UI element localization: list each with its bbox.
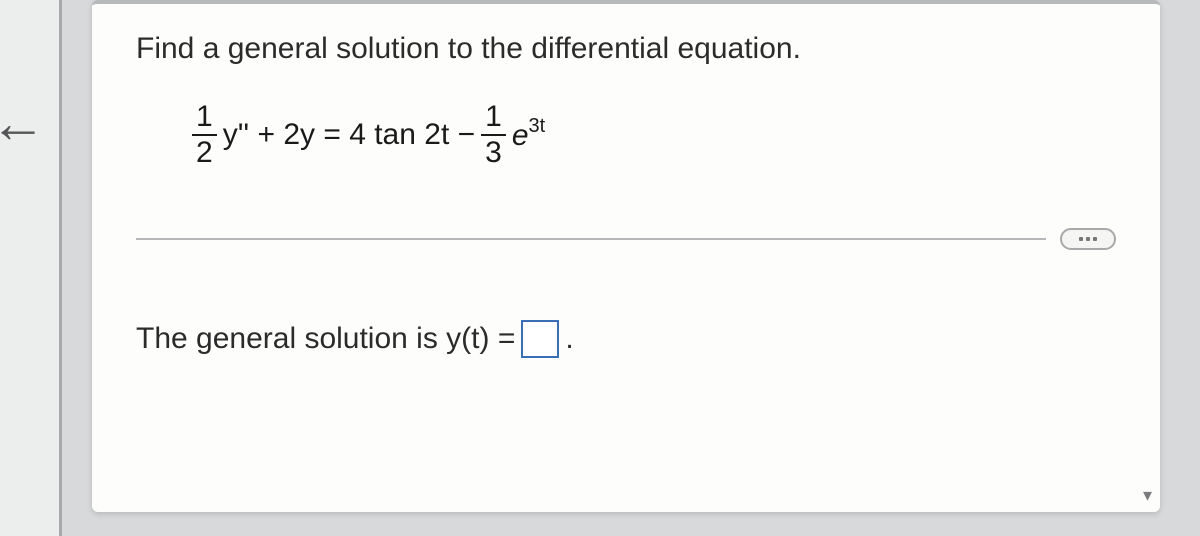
section-divider (136, 228, 1116, 250)
answer-lead-text: The general solution is y(t) = (136, 322, 515, 356)
equation-e-term: e3t (512, 117, 545, 153)
divider-line (136, 238, 1046, 240)
back-arrow-icon[interactable]: ← (0, 90, 46, 155)
answer-input[interactable] (521, 320, 559, 358)
left-margin: ← (0, 0, 62, 536)
scroll-down-icon[interactable]: ▾ (1143, 485, 1152, 506)
question-prompt: Find a general solution to the different… (136, 32, 1116, 66)
answer-line: The general solution is y(t) = . (136, 320, 1116, 358)
fraction-num: 1 (192, 102, 217, 136)
equation-text-a: y'' + 2y = 4 tan 2t − (223, 118, 475, 152)
answer-trail-text: . (565, 322, 573, 356)
differential-equation: 1 2 y'' + 2y = 4 tan 2t − 1 3 e3t (136, 102, 1116, 168)
fraction-den: 3 (481, 136, 506, 168)
e-exponent: 3t (529, 115, 546, 137)
fraction-den: 2 (192, 136, 217, 168)
fraction-num: 1 (481, 102, 506, 136)
fraction-half: 1 2 (192, 102, 217, 168)
e-base: e (512, 119, 529, 152)
more-dots-icon[interactable] (1060, 228, 1116, 250)
question-card: Find a general solution to the different… (92, 0, 1160, 512)
fraction-third: 1 3 (481, 102, 506, 168)
